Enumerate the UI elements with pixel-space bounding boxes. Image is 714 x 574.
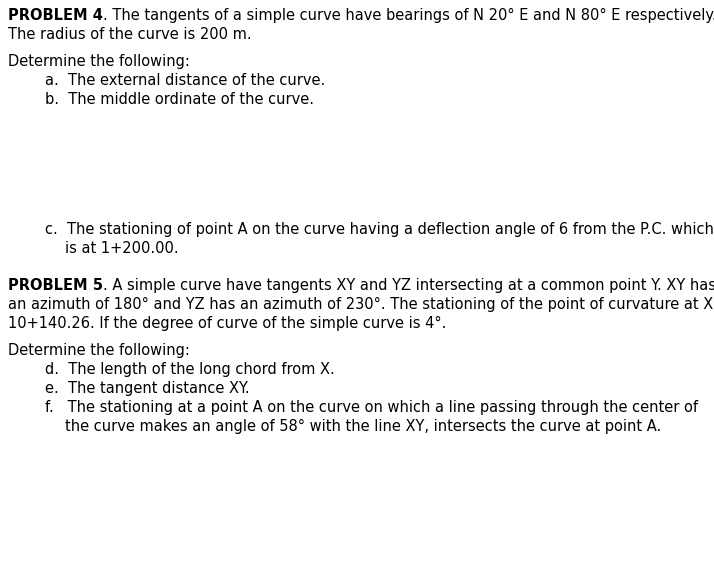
Text: is at 1+200.00.: is at 1+200.00. bbox=[65, 241, 178, 256]
Text: d.  The length of the long chord from X.: d. The length of the long chord from X. bbox=[45, 362, 335, 377]
Text: Determine the following:: Determine the following: bbox=[8, 54, 190, 69]
Text: . A simple curve have tangents XY and YZ intersecting at a common point Y. XY ha: . A simple curve have tangents XY and YZ… bbox=[103, 278, 714, 293]
Text: Determine the following:: Determine the following: bbox=[8, 343, 190, 358]
Text: c.  The stationing of point A on the curve having a deflection angle of 6 from t: c. The stationing of point A on the curv… bbox=[45, 222, 714, 237]
Text: a.  The external distance of the curve.: a. The external distance of the curve. bbox=[45, 73, 326, 88]
Text: the curve makes an angle of 58° with the line XY, intersects the curve at point : the curve makes an angle of 58° with the… bbox=[65, 419, 661, 434]
Text: 10+140.26. If the degree of curve of the simple curve is 4°.: 10+140.26. If the degree of curve of the… bbox=[8, 316, 446, 331]
Text: PROBLEM 5: PROBLEM 5 bbox=[8, 278, 103, 293]
Text: PROBLEM 4: PROBLEM 4 bbox=[8, 8, 103, 23]
Text: f.   The stationing at a point A on the curve on which a line passing through th: f. The stationing at a point A on the cu… bbox=[45, 400, 698, 415]
Text: an azimuth of 180° and YZ has an azimuth of 230°. The stationing of the point of: an azimuth of 180° and YZ has an azimuth… bbox=[8, 297, 714, 312]
Text: e.  The tangent distance XY.: e. The tangent distance XY. bbox=[45, 381, 250, 396]
Text: The radius of the curve is 200 m.: The radius of the curve is 200 m. bbox=[8, 27, 251, 42]
Text: b.  The middle ordinate of the curve.: b. The middle ordinate of the curve. bbox=[45, 92, 314, 107]
Text: . The tangents of a simple curve have bearings of N 20° E and N 80° E respective: . The tangents of a simple curve have be… bbox=[103, 8, 714, 23]
